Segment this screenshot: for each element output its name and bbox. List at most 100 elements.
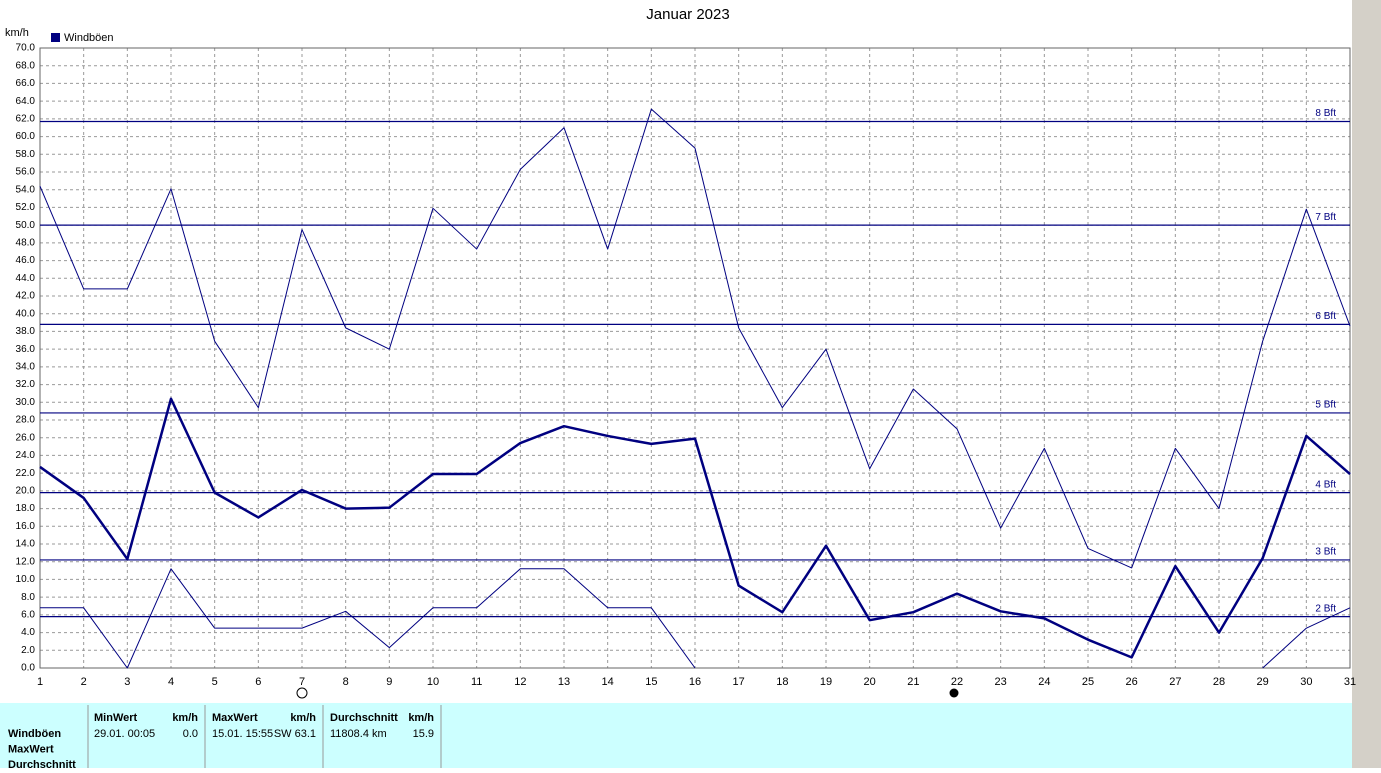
x-tick-label: 15 [645, 676, 657, 688]
y-tick-label: 64.0 [16, 96, 36, 107]
column-unit: km/h [172, 712, 198, 724]
y-tick-label: 2.0 [21, 645, 35, 656]
y-tick-label: 66.0 [16, 78, 36, 89]
y-tick-label: 52.0 [16, 202, 36, 213]
x-tick-label: 4 [168, 676, 174, 688]
y-tick-label: 40.0 [16, 308, 36, 319]
x-tick-label: 21 [907, 676, 919, 688]
y-tick-label: 30.0 [16, 397, 36, 408]
y-tick-label: 22.0 [16, 468, 36, 479]
y-tick-label: 68.0 [16, 60, 36, 71]
y-tick-label: 4.0 [21, 627, 35, 638]
row-label: Windböen [8, 728, 61, 740]
moon-new [949, 688, 959, 698]
x-tick-label: 19 [820, 676, 832, 688]
y-tick-label: 14.0 [16, 539, 36, 550]
y-tick-label: 0.0 [21, 663, 35, 674]
x-tick-label: 6 [255, 676, 261, 688]
x-tick-label: 26 [1126, 676, 1138, 688]
cell: 29.01. 00:05 [94, 728, 155, 740]
x-tick-label: 17 [733, 676, 745, 688]
y-tick-label: 20.0 [16, 485, 36, 496]
x-tick-label: 11 [471, 676, 482, 688]
cell: 11808.4 km [330, 728, 387, 740]
y-axis-label: km/h [5, 27, 29, 39]
x-tick-label: 22 [951, 676, 963, 688]
y-tick-label: 6.0 [21, 609, 35, 620]
y-tick-label: 32.0 [16, 379, 36, 390]
x-tick-label: 31 [1344, 676, 1356, 688]
y-tick-label: 62.0 [16, 113, 36, 124]
x-tick-label: 7 [299, 676, 305, 688]
x-tick-label: 25 [1082, 676, 1094, 688]
column-header: MinWert [94, 712, 138, 724]
y-tick-label: 54.0 [16, 184, 36, 195]
y-tick-label: 50.0 [16, 220, 36, 231]
y-tick-label: 28.0 [16, 415, 36, 426]
column-unit: km/h [408, 712, 434, 724]
column-unit: km/h [290, 712, 316, 724]
y-tick-label: 58.0 [16, 149, 36, 160]
bft-label: 2 Bft [1315, 603, 1336, 614]
y-tick-label: 42.0 [16, 291, 36, 302]
cell: 0.0 [183, 728, 198, 740]
x-tick-label: 14 [602, 676, 614, 688]
x-tick-label: 28 [1213, 676, 1225, 688]
y-tick-label: 36.0 [16, 344, 36, 355]
x-tick-label: 30 [1300, 676, 1312, 688]
cell: SW 63.1 [274, 728, 316, 740]
y-tick-label: 46.0 [16, 255, 36, 266]
x-tick-label: 23 [995, 676, 1007, 688]
x-tick-label: 27 [1169, 676, 1181, 688]
y-tick-label: 34.0 [16, 361, 36, 372]
x-tick-label: 18 [776, 676, 788, 688]
row-label: MaxWert [8, 743, 54, 755]
series-line [40, 568, 1351, 669]
x-tick-label: 1 [37, 676, 43, 688]
x-tick-label: 2 [81, 676, 87, 688]
x-tick-label: 29 [1257, 676, 1269, 688]
y-tick-label: 44.0 [16, 273, 36, 284]
column-header: MaxWert [212, 712, 258, 724]
x-tick-label: 5 [212, 676, 218, 688]
y-tick-label: 60.0 [16, 131, 36, 142]
y-tick-label: 16.0 [16, 521, 36, 532]
x-tick-label: 9 [386, 676, 392, 688]
bft-label: 5 Bft [1315, 400, 1336, 411]
legend-swatch [51, 33, 60, 42]
x-tick-label: 24 [1038, 676, 1050, 688]
x-tick-label: 10 [427, 676, 439, 688]
x-tick-label: 12 [514, 676, 526, 688]
y-tick-label: 70.0 [16, 43, 36, 54]
chart-title: Januar 2023 [646, 6, 729, 23]
bft-label: 8 Bft [1315, 108, 1336, 119]
series-line [39, 397, 1351, 659]
row-label: Durchschnitt [8, 759, 76, 768]
series-line [39, 108, 1351, 569]
y-tick-label: 38.0 [16, 326, 36, 337]
column-header: Durchschnitt [330, 712, 398, 724]
bft-label: 6 Bft [1315, 311, 1336, 322]
y-tick-label: 48.0 [16, 237, 36, 248]
x-tick-label: 13 [558, 676, 570, 688]
side-panel [1352, 0, 1381, 768]
x-tick-label: 20 [864, 676, 876, 688]
y-tick-label: 8.0 [21, 592, 35, 603]
stats-table: Windböen MaxWert Durchschnitt MinWert km/h 29… [8, 705, 442, 771]
x-tick-label: 8 [343, 676, 349, 688]
bft-label: 4 Bft [1315, 479, 1336, 490]
x-tick-label: 3 [124, 676, 130, 688]
y-tick-label: 18.0 [16, 503, 36, 514]
cell: 15.01. 15:55 [212, 728, 273, 740]
cell: 15.9 [413, 728, 434, 740]
bft-label: 7 Bft [1315, 212, 1336, 223]
bft-label: 3 Bft [1315, 547, 1336, 558]
legend-label: Windböen [64, 32, 114, 44]
y-tick-label: 10.0 [16, 574, 36, 585]
stats-panel [0, 703, 1352, 768]
y-tick-label: 12.0 [16, 556, 36, 567]
y-tick-label: 56.0 [16, 167, 36, 178]
y-tick-label: 24.0 [16, 450, 36, 461]
